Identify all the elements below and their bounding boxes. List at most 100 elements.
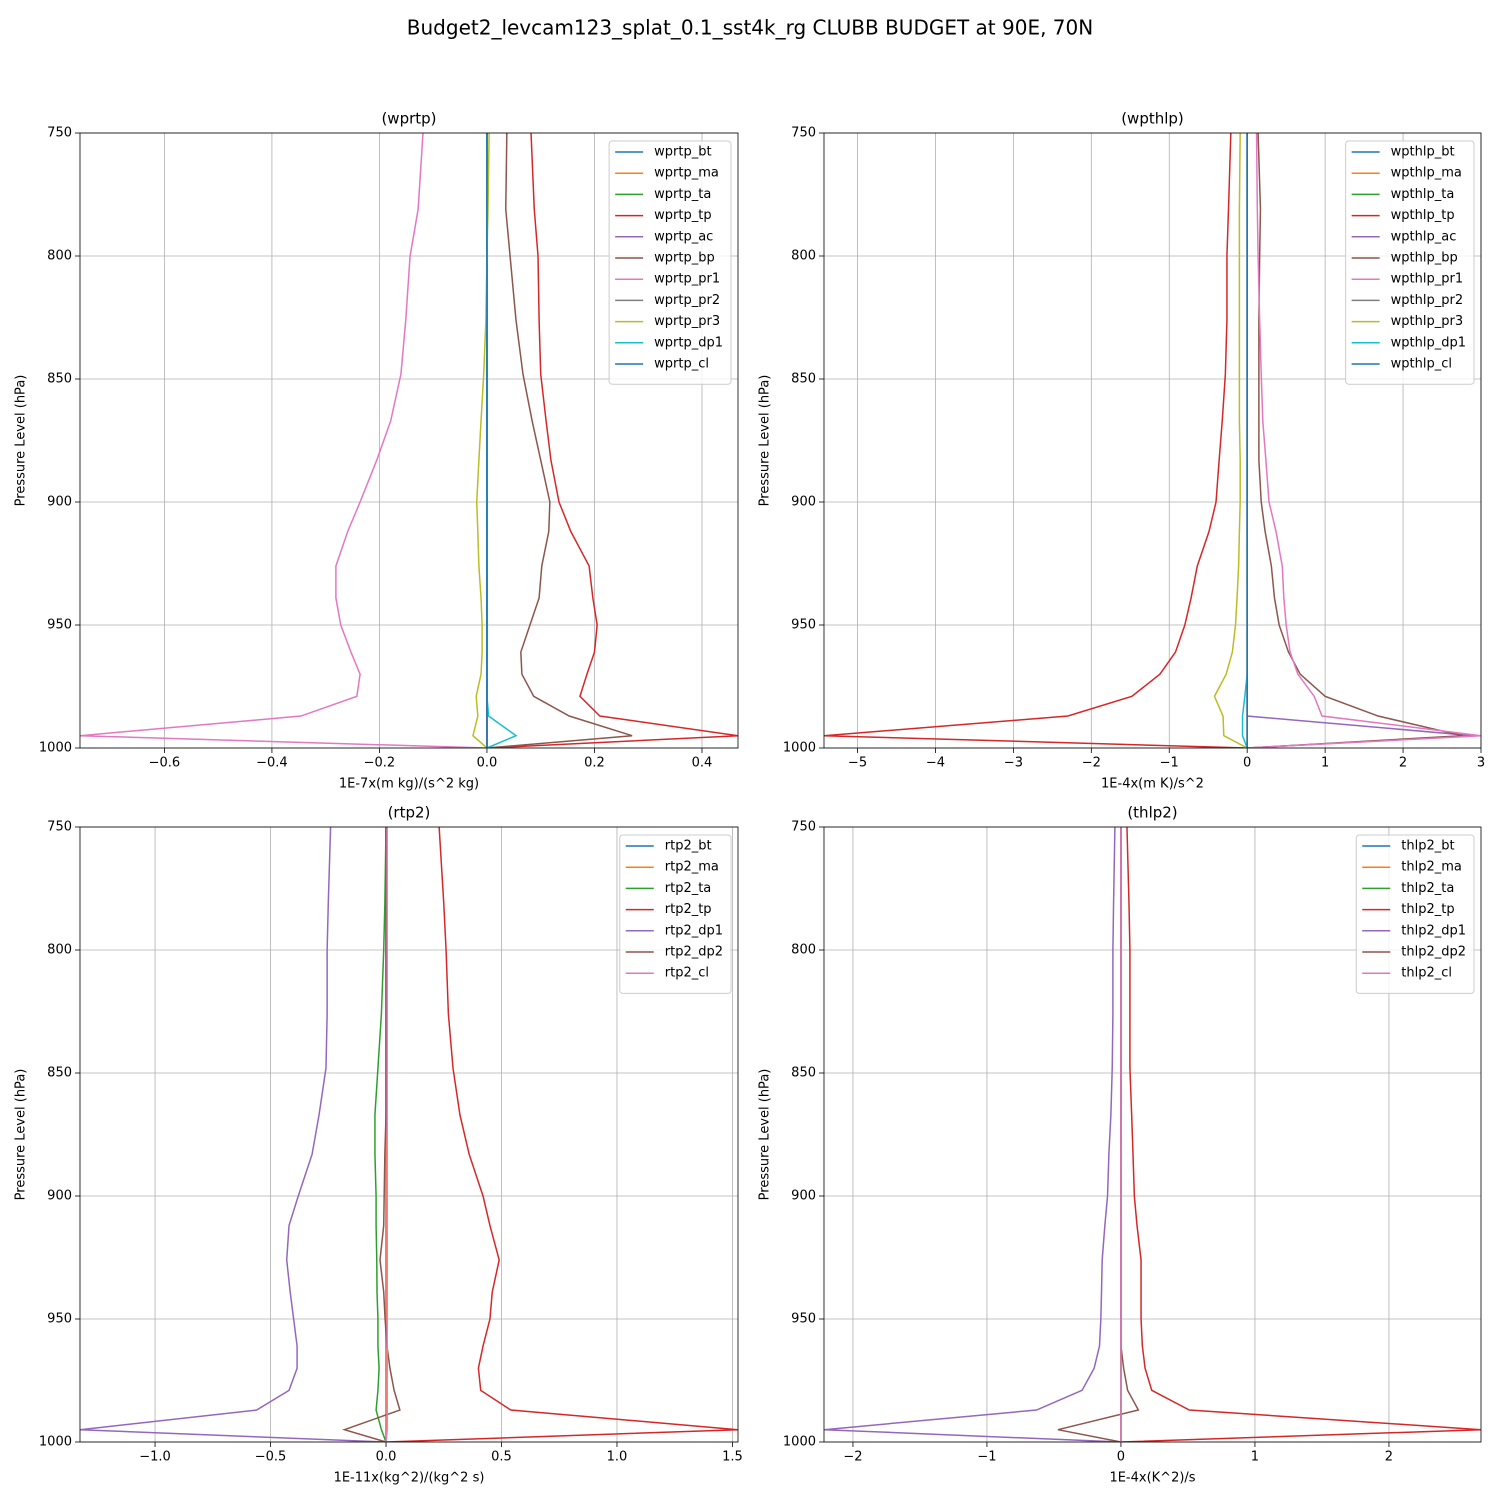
legend-label: wprtp_ta	[654, 187, 711, 202]
legend-label: thlp2_dp1	[1401, 923, 1466, 938]
legend-label: wprtp_ac	[654, 229, 713, 244]
legend-label: thlp2_tp	[1401, 902, 1454, 917]
y-tick-label: 950	[791, 1312, 816, 1327]
y-tick-label: 800	[791, 943, 816, 958]
legend-label: rtp2_bt	[665, 839, 712, 854]
series-line	[824, 827, 1121, 1442]
x-tick-label: −4	[926, 756, 945, 771]
y-axis-label: Pressure Level (hPa)	[14, 375, 29, 507]
y-tick-label: 1000	[783, 1435, 816, 1450]
legend-box	[619, 834, 732, 994]
y-tick-label: 750	[791, 820, 816, 835]
legend-box	[608, 140, 732, 385]
y-tick-label: 800	[791, 249, 816, 264]
x-axis-label: 1E-11x(kg^2)/(kg^2 s)	[334, 1471, 485, 1486]
subplot-title: (wpthlp)	[1121, 110, 1184, 128]
legend: thlp2_bt thlp2_ma thlp2_ta thlp2_tp thlp2_dp…	[1355, 834, 1475, 994]
legend-label: wpthlp_pr3	[1391, 314, 1463, 329]
subplot-title: (wprtp)	[381, 110, 436, 128]
legend: rtp2_bt rtp2_ma rtp2_ta rtp2_tp rtp2_dp1 rtp2…	[619, 834, 732, 994]
y-axis-label: Pressure Level (hPa)	[14, 1069, 29, 1201]
series-line	[385, 827, 738, 1442]
series-line	[342, 827, 401, 1442]
y-tick-label: 1000	[39, 1435, 72, 1450]
legend-label: thlp2_ta	[1401, 881, 1454, 896]
figure-title: Budget2_levcam123_splat_0.1_sst4k_rg CLU…	[407, 16, 1093, 40]
x-tick-label: −0.6	[149, 756, 181, 771]
x-tick-label: −2	[1082, 756, 1101, 771]
series-line	[824, 133, 1248, 748]
legend-label: rtp2_dp1	[665, 923, 723, 938]
x-tick-label: −1	[977, 1450, 996, 1465]
subplot: −2 −1 0 1 2 750 800 850 900 950 1000 (thlp2) 1E-4x(K…	[758, 804, 1482, 1486]
legend-label: wpthlp_ta	[1391, 187, 1455, 202]
y-tick-label: 950	[791, 618, 816, 633]
x-tick-label: 0.5	[491, 1450, 512, 1465]
series-line	[1247, 133, 1481, 748]
axes-frame	[79, 826, 739, 1443]
legend-label: wprtp_pr3	[654, 314, 720, 329]
legend-label: thlp2_ma	[1401, 860, 1462, 875]
legend-label: wprtp_tp	[654, 208, 711, 223]
series-line	[1120, 827, 1481, 1442]
x-tick-label: −0.2	[364, 756, 396, 771]
series-line	[374, 827, 387, 1442]
x-tick-label: 0.4	[692, 756, 713, 771]
x-tick-label: 0	[1243, 756, 1251, 771]
y-tick-label: 800	[47, 249, 72, 264]
y-tick-label: 850	[791, 1066, 816, 1081]
x-axis-label: 1E-4x(K^2)/s	[1109, 1471, 1195, 1486]
y-tick-label: 950	[47, 1312, 72, 1327]
legend-label: rtp2_dp2	[665, 945, 723, 960]
y-tick-label: 900	[47, 495, 72, 510]
y-tick-label: 750	[47, 126, 72, 141]
legend-label: wprtp_pr1	[654, 272, 720, 287]
subplot-title: (rtp2)	[388, 804, 431, 822]
y-tick-label: 750	[47, 820, 72, 835]
legend-label: thlp2_cl	[1401, 966, 1452, 981]
x-tick-label: 1.5	[722, 1450, 743, 1465]
legend-label: wpthlp_pr2	[1391, 293, 1463, 308]
y-tick-label: 1000	[783, 741, 816, 756]
x-tick-label: 1	[1321, 756, 1329, 771]
x-tick-label: 0.0	[477, 756, 498, 771]
legend-box	[1345, 140, 1475, 385]
legend-label: wpthlp_bp	[1391, 251, 1458, 266]
subplot: −0.6 −0.4 −0.2 0.0 0.2 0.4 750 800 850 900 950 1000…	[14, 110, 739, 792]
legend: wpthlp_bt wpthlp_ma wpthlp_ta wpthlp_tpwpth…	[1345, 140, 1475, 385]
x-tick-label: 2	[1399, 756, 1407, 771]
legend-label: wprtp_bp	[654, 251, 715, 266]
legend: wprtp_bt wprtp_ma wprtp_ta wprtp_tp wprtp_ac…	[608, 140, 732, 385]
x-tick-label: 2	[1385, 1450, 1393, 1465]
x-tick-label: −0.4	[256, 756, 288, 771]
series-line	[80, 827, 387, 1442]
legend-label: thlp2_dp2	[1401, 945, 1466, 960]
x-tick-label: −1.0	[139, 1450, 171, 1465]
legend-label: wpthlp_pr1	[1391, 272, 1463, 287]
axes-frame	[823, 826, 1482, 1443]
y-tick-label: 900	[47, 1189, 72, 1204]
x-tick-label: 1.0	[607, 1450, 628, 1465]
legend-label: wprtp_ma	[654, 166, 719, 181]
x-axis-label: 1E-7x(m kg)/(s^2 kg)	[339, 777, 479, 792]
y-axis-label: Pressure Level (hPa)	[758, 1069, 773, 1201]
subplot-title: (thlp2)	[1127, 804, 1177, 822]
legend-label: rtp2_tp	[665, 902, 712, 917]
x-tick-label: −0.5	[255, 1450, 287, 1465]
series-line	[486, 133, 738, 748]
legend-box	[1355, 834, 1475, 994]
legend-label: wpthlp_cl	[1391, 357, 1452, 372]
series-line	[472, 133, 490, 748]
x-tick-label: 0	[1117, 1450, 1125, 1465]
x-tick-label: 1	[1251, 1450, 1259, 1465]
axes-frame	[823, 132, 1482, 749]
x-tick-label: −3	[1004, 756, 1023, 771]
x-tick-label: −1	[1160, 756, 1179, 771]
series-line	[385, 827, 388, 1442]
y-tick-label: 900	[791, 495, 816, 510]
y-tick-label: 850	[47, 372, 72, 387]
y-tick-label: 900	[791, 1189, 816, 1204]
legend-label: rtp2_ta	[665, 881, 712, 896]
legend-label: wprtp_dp1	[654, 335, 723, 350]
